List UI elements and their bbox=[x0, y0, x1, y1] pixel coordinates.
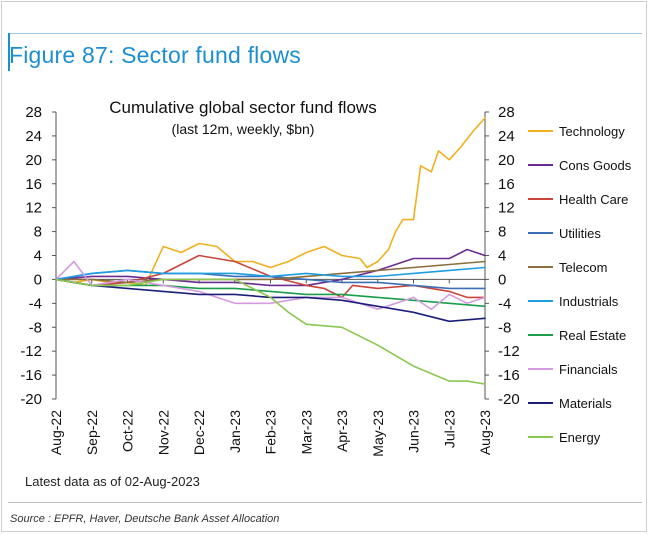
bottom-rule bbox=[8, 502, 642, 503]
y-tick-label-right: 4 bbox=[498, 248, 506, 265]
x-tick-label: May-23 bbox=[370, 410, 386, 457]
y-tick-label-left: -16 bbox=[20, 367, 42, 384]
chart-title: Cumulative global sector fund flows bbox=[109, 98, 376, 117]
y-tick-label-right: 16 bbox=[498, 176, 515, 193]
legend-label-industrials: Industrials bbox=[559, 294, 619, 309]
y-tick-label-left: 8 bbox=[34, 224, 42, 241]
series-line-health-care bbox=[55, 254, 486, 299]
series-line-telecom bbox=[55, 260, 486, 284]
x-tick-label: Feb-23 bbox=[263, 410, 279, 455]
series-line-industrials bbox=[55, 266, 486, 281]
title-rule bbox=[8, 33, 642, 34]
y-tick-label-left: 28 bbox=[25, 104, 42, 121]
legend-label-technology: Technology bbox=[559, 124, 625, 139]
y-tick-label-left: 4 bbox=[34, 248, 42, 265]
legend-label-cons-goods: Cons Goods bbox=[559, 158, 632, 173]
x-tick-label: Jul-23 bbox=[441, 410, 457, 448]
y-tick-label-left: 0 bbox=[34, 271, 42, 288]
x-tick-label: Jan-23 bbox=[227, 410, 243, 453]
x-tick-label: Sep-22 bbox=[84, 410, 100, 455]
legend-label-utilities: Utilities bbox=[559, 226, 601, 241]
figure-title: Figure 87: Sector fund flows bbox=[9, 42, 301, 68]
legend-label-financials: Financials bbox=[559, 362, 618, 377]
x-tick-label: Jun-23 bbox=[406, 410, 422, 453]
y-tick-label-right: 24 bbox=[498, 128, 515, 145]
x-tick-label: Aug-22 bbox=[48, 410, 64, 455]
series-line-financials bbox=[55, 260, 486, 311]
x-tick-label: Aug-23 bbox=[477, 410, 493, 455]
y-tick-label-right: -16 bbox=[498, 367, 520, 384]
y-tick-label-right: 8 bbox=[498, 224, 506, 241]
y-tick-label-left: -4 bbox=[29, 295, 42, 312]
y-tick-label-right: 20 bbox=[498, 152, 515, 169]
y-tick-label-right: 0 bbox=[498, 271, 506, 288]
series-line-cons-goods bbox=[55, 248, 486, 287]
latest-data-note: Latest data as of 02-Aug-2023 bbox=[25, 474, 200, 489]
y-tick-label-right: -20 bbox=[498, 391, 520, 408]
legend-label-telecom: Telecom bbox=[559, 260, 607, 275]
chart-subtitle: (last 12m, weekly, $bn) bbox=[172, 121, 315, 137]
series-line-technology bbox=[55, 117, 486, 287]
legend-label-materials: Materials bbox=[559, 396, 612, 411]
y-tick-label-left: -12 bbox=[20, 343, 42, 360]
y-tick-label-left: 16 bbox=[25, 176, 42, 193]
source-note: Source : EPFR, Haver, Deutsche Bank Asse… bbox=[10, 513, 280, 525]
y-tick-label-left: 24 bbox=[25, 128, 42, 145]
y-tick-label-right: 12 bbox=[498, 200, 515, 217]
series-lines bbox=[55, 117, 486, 385]
axes: 28 28 24 24 20 20 16 16 12 12 8 8 4 4 0 0 -4 -4 -8 -8 -12 -12… bbox=[20, 104, 519, 457]
y-tick-label-left: -8 bbox=[29, 319, 42, 336]
y-tick-label-right: 28 bbox=[498, 104, 515, 121]
y-tick-label-right: -12 bbox=[498, 343, 520, 360]
x-tick-label: Dec-22 bbox=[191, 410, 207, 455]
y-tick-label-right: -8 bbox=[498, 319, 511, 336]
x-tick-label: Oct-22 bbox=[120, 410, 136, 452]
x-tick-label: Apr-23 bbox=[334, 410, 350, 452]
y-tick-label-right: -4 bbox=[498, 295, 511, 312]
series-line-energy bbox=[55, 278, 486, 385]
title-accent-bar bbox=[8, 33, 10, 71]
legend-label-health-care: Health Care bbox=[559, 192, 628, 207]
legend-label-energy: Energy bbox=[559, 430, 601, 445]
y-tick-label-left: 12 bbox=[25, 200, 42, 217]
x-tick-label: Nov-22 bbox=[155, 410, 171, 455]
legend-label-real-estate: Real Estate bbox=[559, 328, 626, 343]
legend: Technology Cons Goods Health Care Utilities… bbox=[528, 124, 632, 445]
y-tick-label-left: -20 bbox=[20, 391, 42, 408]
y-tick-label-left: 20 bbox=[25, 152, 42, 169]
x-tick-label: Mar-23 bbox=[298, 410, 314, 455]
